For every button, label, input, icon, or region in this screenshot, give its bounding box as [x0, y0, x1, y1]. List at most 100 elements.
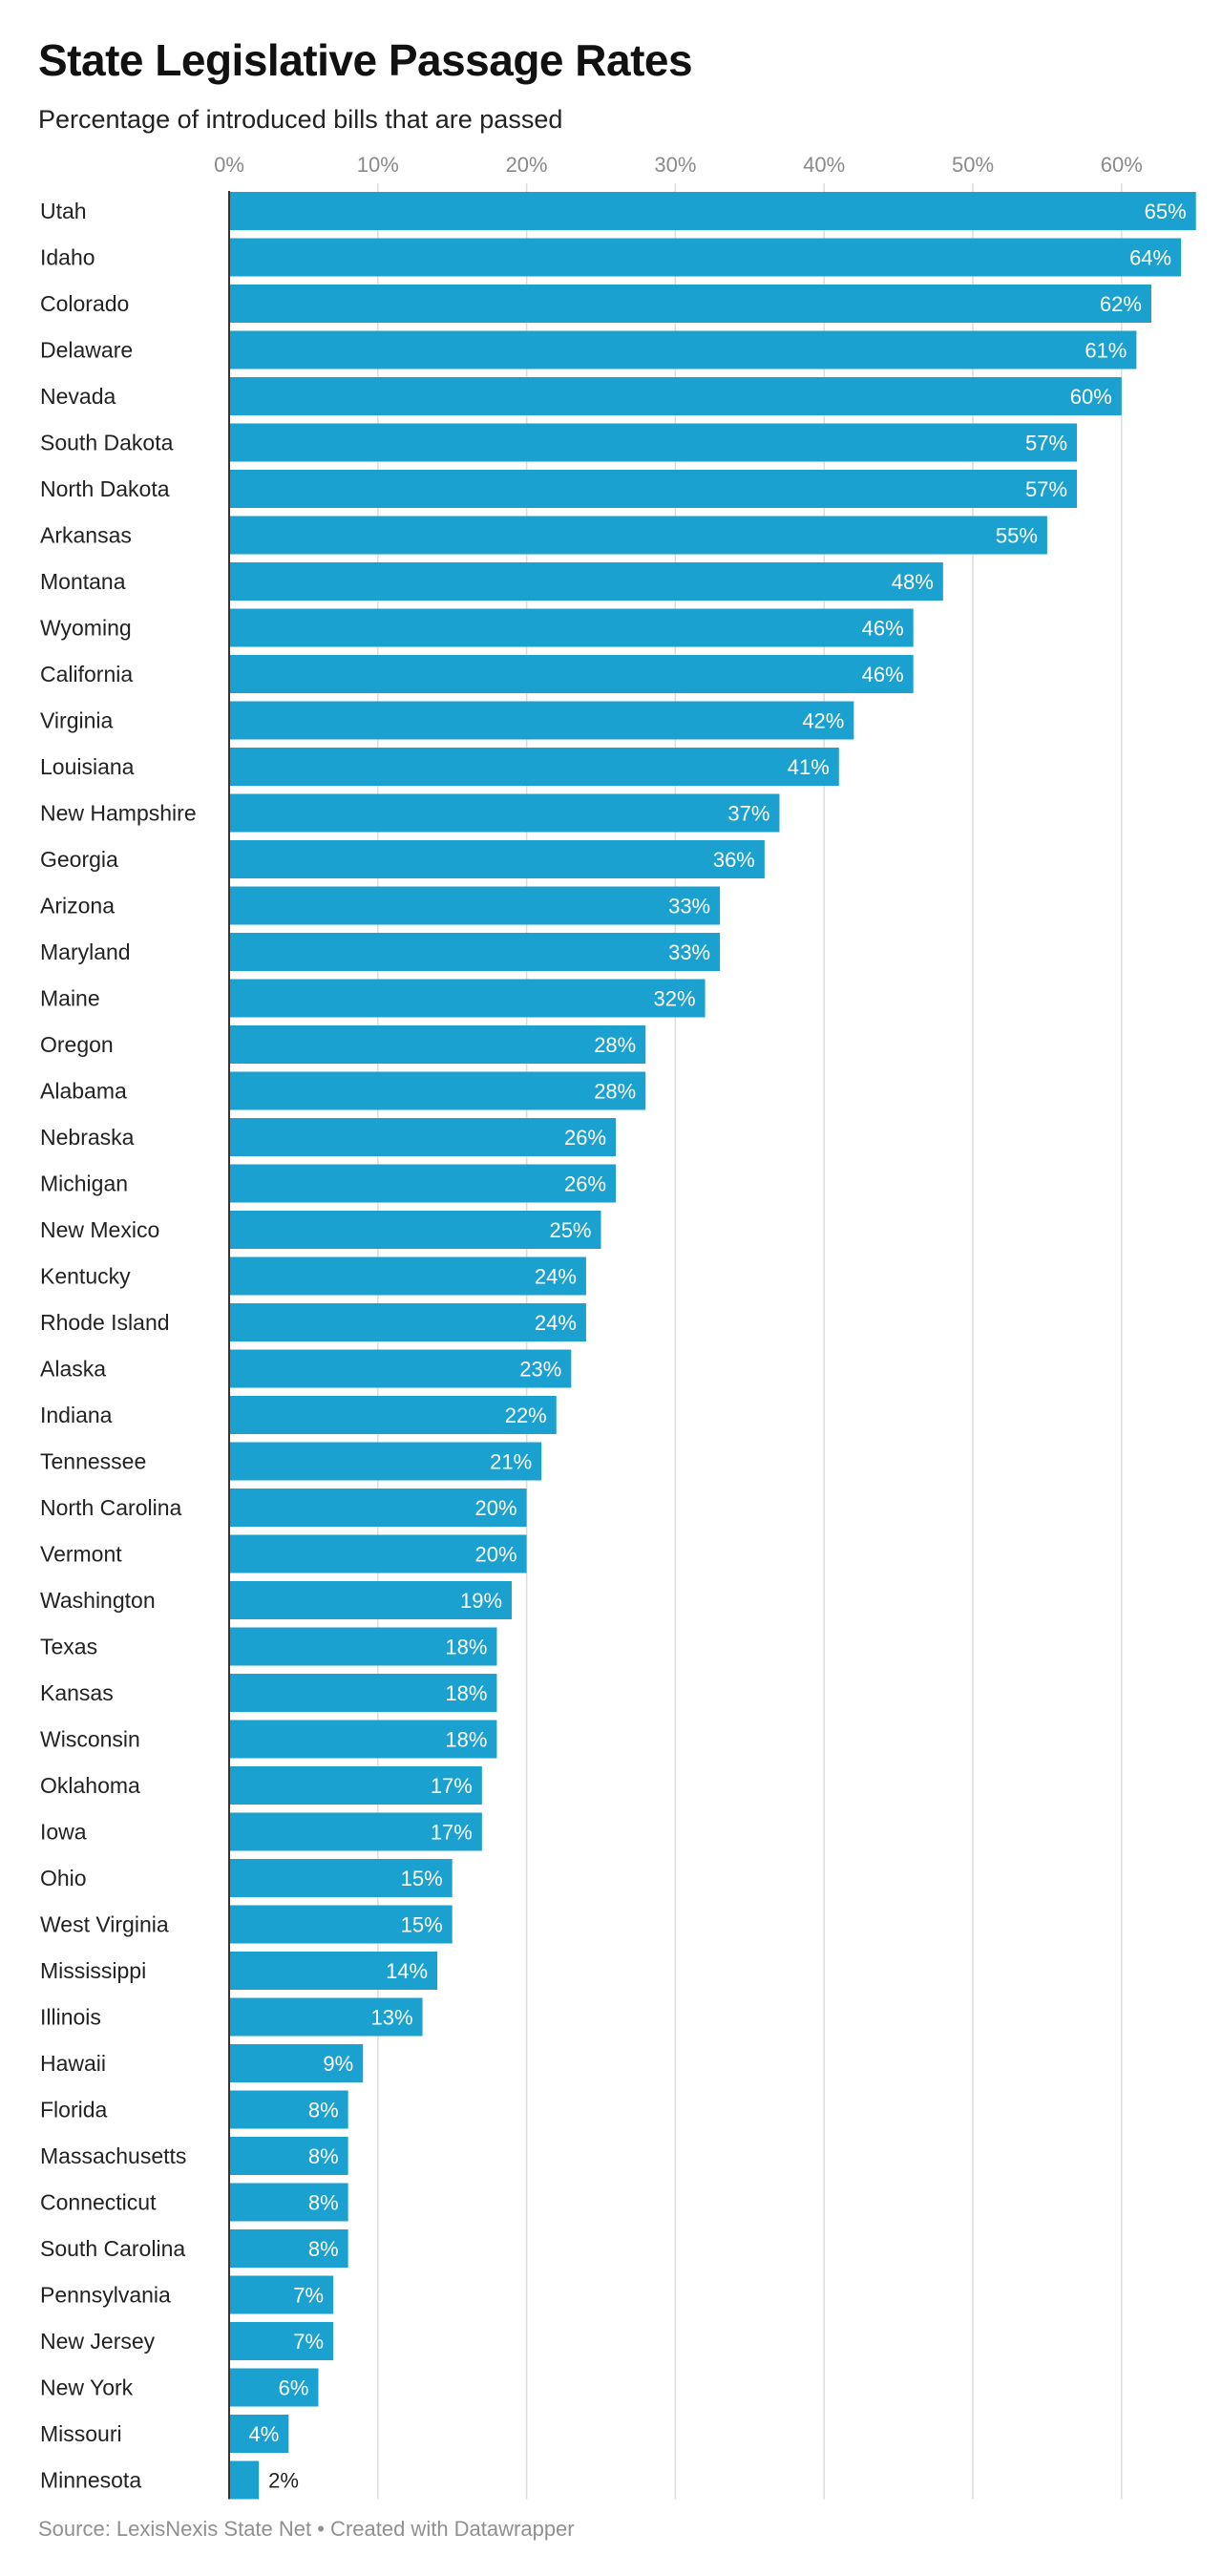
bar	[229, 192, 1196, 230]
value-label: 18%	[445, 1681, 487, 1705]
category-label: California	[40, 662, 133, 686]
x-tick-label: 50%	[952, 153, 994, 177]
bar	[229, 1581, 513, 1619]
value-label: 60%	[1070, 385, 1112, 409]
x-tick-label: 20%	[506, 153, 548, 177]
bar	[229, 1303, 586, 1341]
value-label: 17%	[431, 1821, 473, 1845]
value-label: 19%	[460, 1589, 502, 1613]
bar	[229, 2275, 334, 2314]
category-label: Arizona	[40, 894, 115, 918]
bar	[229, 423, 1078, 462]
bar	[229, 377, 1122, 415]
category-label: Nevada	[40, 384, 116, 409]
bar	[229, 1766, 482, 1805]
category-label: New York	[40, 2375, 134, 2400]
value-label: 57%	[1025, 477, 1067, 501]
category-label: Iowa	[40, 1820, 87, 1845]
value-label: 20%	[475, 1543, 517, 1567]
x-tick-label: 40%	[803, 153, 845, 177]
category-label: Hawaii	[40, 2051, 106, 2076]
bar	[229, 2322, 334, 2360]
category-label: Georgia	[40, 847, 118, 872]
bar	[229, 238, 1182, 277]
value-label: 28%	[594, 1033, 636, 1057]
category-label: Louisiana	[40, 754, 135, 779]
category-label: Wisconsin	[40, 1727, 140, 1752]
category-label: Pennsylvania	[40, 2283, 171, 2308]
value-label: 8%	[308, 2191, 339, 2215]
category-label: North Carolina	[40, 1495, 181, 1520]
value-label: 64%	[1129, 246, 1171, 270]
category-label: New Mexico	[40, 1217, 159, 1242]
bar	[229, 933, 721, 971]
bar	[229, 1349, 572, 1388]
value-label: 33%	[668, 940, 710, 964]
bar	[229, 562, 943, 601]
category-label: Maine	[40, 986, 100, 1011]
value-labels: 65%64%62%61%60%57%57%55%48%46%46%42%41%3…	[249, 200, 1187, 2493]
bar	[229, 1164, 617, 1203]
value-label: 18%	[445, 1728, 487, 1752]
value-label: 15%	[401, 1867, 443, 1890]
category-label: Delaware	[40, 338, 133, 363]
bar	[229, 1025, 646, 1064]
bar	[229, 1997, 423, 2037]
value-label: 4%	[249, 2422, 280, 2446]
bar	[229, 2044, 364, 2082]
x-tick-label: 10%	[357, 153, 399, 177]
bar	[229, 1720, 497, 1759]
bar	[229, 516, 1047, 555]
value-label: 15%	[401, 1913, 443, 1937]
value-label: 17%	[431, 1774, 473, 1798]
category-label: Wyoming	[40, 616, 132, 641]
value-label: 24%	[535, 1265, 577, 1289]
category-label: Utah	[40, 199, 87, 223]
source-note: Source: LexisNexis State Net • Created w…	[38, 2517, 575, 2541]
bar	[229, 1396, 557, 1434]
category-label: Michigan	[40, 1172, 128, 1196]
value-label: 28%	[594, 1080, 636, 1104]
bar	[229, 1071, 646, 1110]
bar	[229, 1256, 586, 1296]
value-label: 41%	[788, 755, 830, 779]
category-labels: Utah Idaho Colorado Delaware Nevada South Dak…	[40, 199, 197, 2493]
category-label: Minnesota	[40, 2468, 141, 2493]
value-label: 18%	[445, 1636, 487, 1659]
bar	[229, 2090, 348, 2129]
value-label: 8%	[308, 2144, 339, 2168]
category-label: Montana	[40, 569, 126, 594]
x-axis-ticks: 0% 10% 20% 30% 40% 50% 60%	[214, 153, 1143, 177]
value-label: 26%	[564, 1172, 606, 1196]
bar	[229, 1859, 453, 1897]
category-label: Indiana	[40, 1403, 113, 1427]
bar	[229, 1674, 497, 1712]
bars	[229, 192, 1196, 2500]
category-label: Massachusetts	[40, 2143, 186, 2168]
category-label: Maryland	[40, 940, 131, 964]
value-label: 36%	[713, 848, 755, 872]
bar	[229, 840, 765, 878]
bar	[229, 2137, 348, 2175]
bar	[229, 608, 914, 647]
category-label: Illinois	[40, 2005, 101, 2030]
value-label: 62%	[1100, 292, 1142, 316]
category-label: Oklahoma	[40, 1773, 140, 1798]
category-label: Mississippi	[40, 1958, 146, 1983]
value-label: 13%	[370, 2006, 412, 2030]
value-label: 20%	[475, 1496, 517, 1520]
bar	[229, 285, 1151, 323]
category-label: Ohio	[40, 1866, 87, 1890]
category-label: Virginia	[40, 708, 113, 733]
value-label: 22%	[505, 1404, 547, 1427]
value-label: 7%	[293, 2284, 324, 2308]
bar	[229, 1489, 527, 1527]
category-label: Washington	[40, 1588, 156, 1613]
bar	[229, 701, 854, 740]
category-label: Oregon	[40, 1032, 114, 1057]
bar	[229, 748, 839, 786]
bar	[229, 1812, 482, 1851]
category-label: Tennessee	[40, 1449, 146, 1474]
category-label: Alaska	[40, 1357, 106, 1382]
bar	[229, 886, 721, 925]
